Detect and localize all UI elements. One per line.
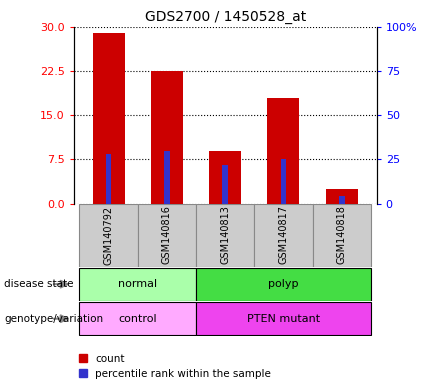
Bar — [164, 151, 170, 204]
Text: normal: normal — [118, 279, 157, 289]
Bar — [196, 204, 254, 267]
Bar — [79, 268, 196, 301]
Bar — [79, 204, 138, 267]
Text: genotype/variation: genotype/variation — [4, 314, 103, 324]
Bar — [79, 302, 196, 335]
Bar — [93, 33, 125, 204]
Bar — [196, 302, 371, 335]
Text: GSM140817: GSM140817 — [278, 205, 288, 265]
Bar — [196, 268, 371, 301]
Bar — [106, 154, 111, 204]
Text: GSM140816: GSM140816 — [162, 205, 172, 264]
Bar — [326, 189, 358, 204]
Bar — [138, 204, 196, 267]
Text: GSM140818: GSM140818 — [337, 205, 347, 264]
Bar — [313, 204, 371, 267]
Bar — [151, 71, 183, 204]
Bar — [222, 165, 228, 204]
Bar — [268, 98, 300, 204]
Text: polyp: polyp — [268, 279, 299, 289]
Text: GSM140813: GSM140813 — [220, 205, 230, 264]
Title: GDS2700 / 1450528_at: GDS2700 / 1450528_at — [145, 10, 306, 25]
Bar — [254, 204, 313, 267]
Text: disease state: disease state — [4, 279, 74, 289]
Text: PTEN mutant: PTEN mutant — [247, 314, 320, 324]
Text: control: control — [118, 314, 157, 324]
Text: GSM140792: GSM140792 — [103, 205, 113, 265]
Legend: count, percentile rank within the sample: count, percentile rank within the sample — [79, 354, 271, 379]
Bar — [339, 197, 345, 204]
Bar — [281, 159, 286, 204]
Bar — [209, 151, 241, 204]
